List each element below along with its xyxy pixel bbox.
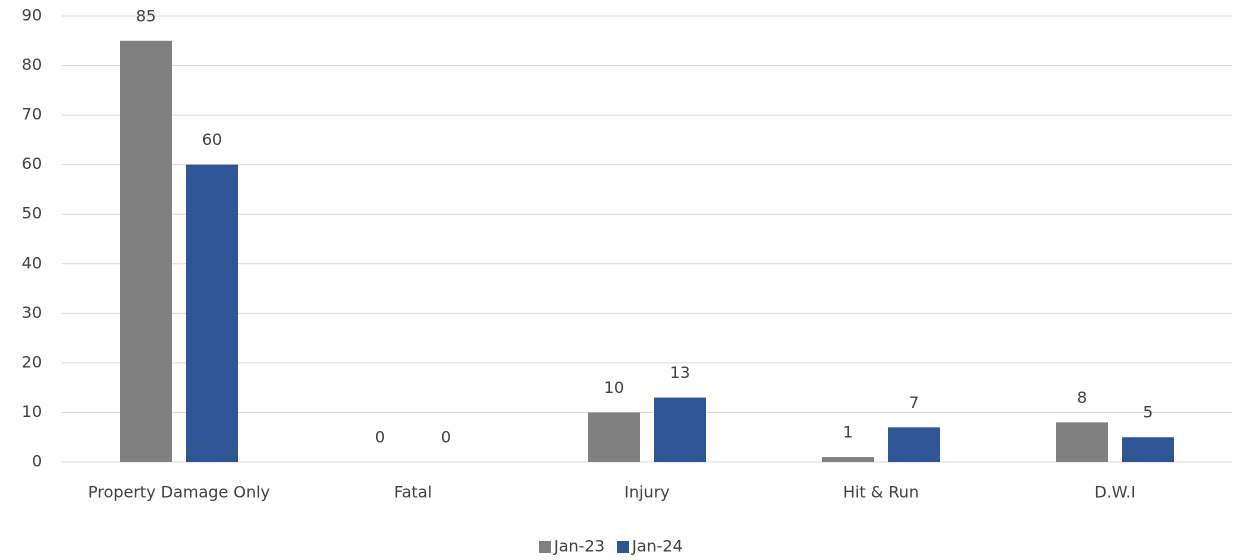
data-label: 8 xyxy=(1077,388,1087,407)
x-tick-label: D.W.I xyxy=(1094,483,1135,502)
x-tick-label: Fatal xyxy=(394,483,432,502)
bar xyxy=(120,40,172,463)
y-tick-label: 60 xyxy=(22,154,42,173)
bar xyxy=(1122,437,1174,462)
data-label: 85 xyxy=(136,6,156,25)
y-tick-label: 80 xyxy=(22,55,42,74)
bar xyxy=(588,412,640,462)
y-tick-label: 70 xyxy=(22,105,42,124)
legend-swatch xyxy=(539,541,551,553)
x-tick-label: Hit & Run xyxy=(843,483,919,502)
y-tick-label: 10 xyxy=(22,402,42,421)
bar xyxy=(888,427,940,462)
bar xyxy=(186,164,238,462)
bar xyxy=(654,397,706,462)
x-tick-label: Property Damage Only xyxy=(88,483,270,502)
legend-label: Jan-24 xyxy=(631,537,683,556)
data-label: 1 xyxy=(843,423,853,442)
legend-label: Jan-23 xyxy=(553,537,605,556)
y-tick-label: 20 xyxy=(22,352,42,371)
data-label: 13 xyxy=(670,363,690,382)
y-tick-label: 0 xyxy=(32,452,42,471)
y-tick-label: 30 xyxy=(22,303,42,322)
data-label: 0 xyxy=(375,428,385,447)
y-tick-label: 40 xyxy=(22,253,42,272)
x-tick-label: Injury xyxy=(624,483,670,502)
legend-swatch xyxy=(617,541,629,553)
bar xyxy=(1056,422,1108,462)
bar xyxy=(822,457,874,462)
data-label: 0 xyxy=(441,428,451,447)
data-label: 7 xyxy=(909,393,919,412)
y-tick-label: 50 xyxy=(22,204,42,223)
y-tick-label: 90 xyxy=(22,6,42,25)
data-label: 60 xyxy=(202,130,222,149)
data-label: 5 xyxy=(1143,403,1153,422)
data-label: 10 xyxy=(604,378,624,397)
